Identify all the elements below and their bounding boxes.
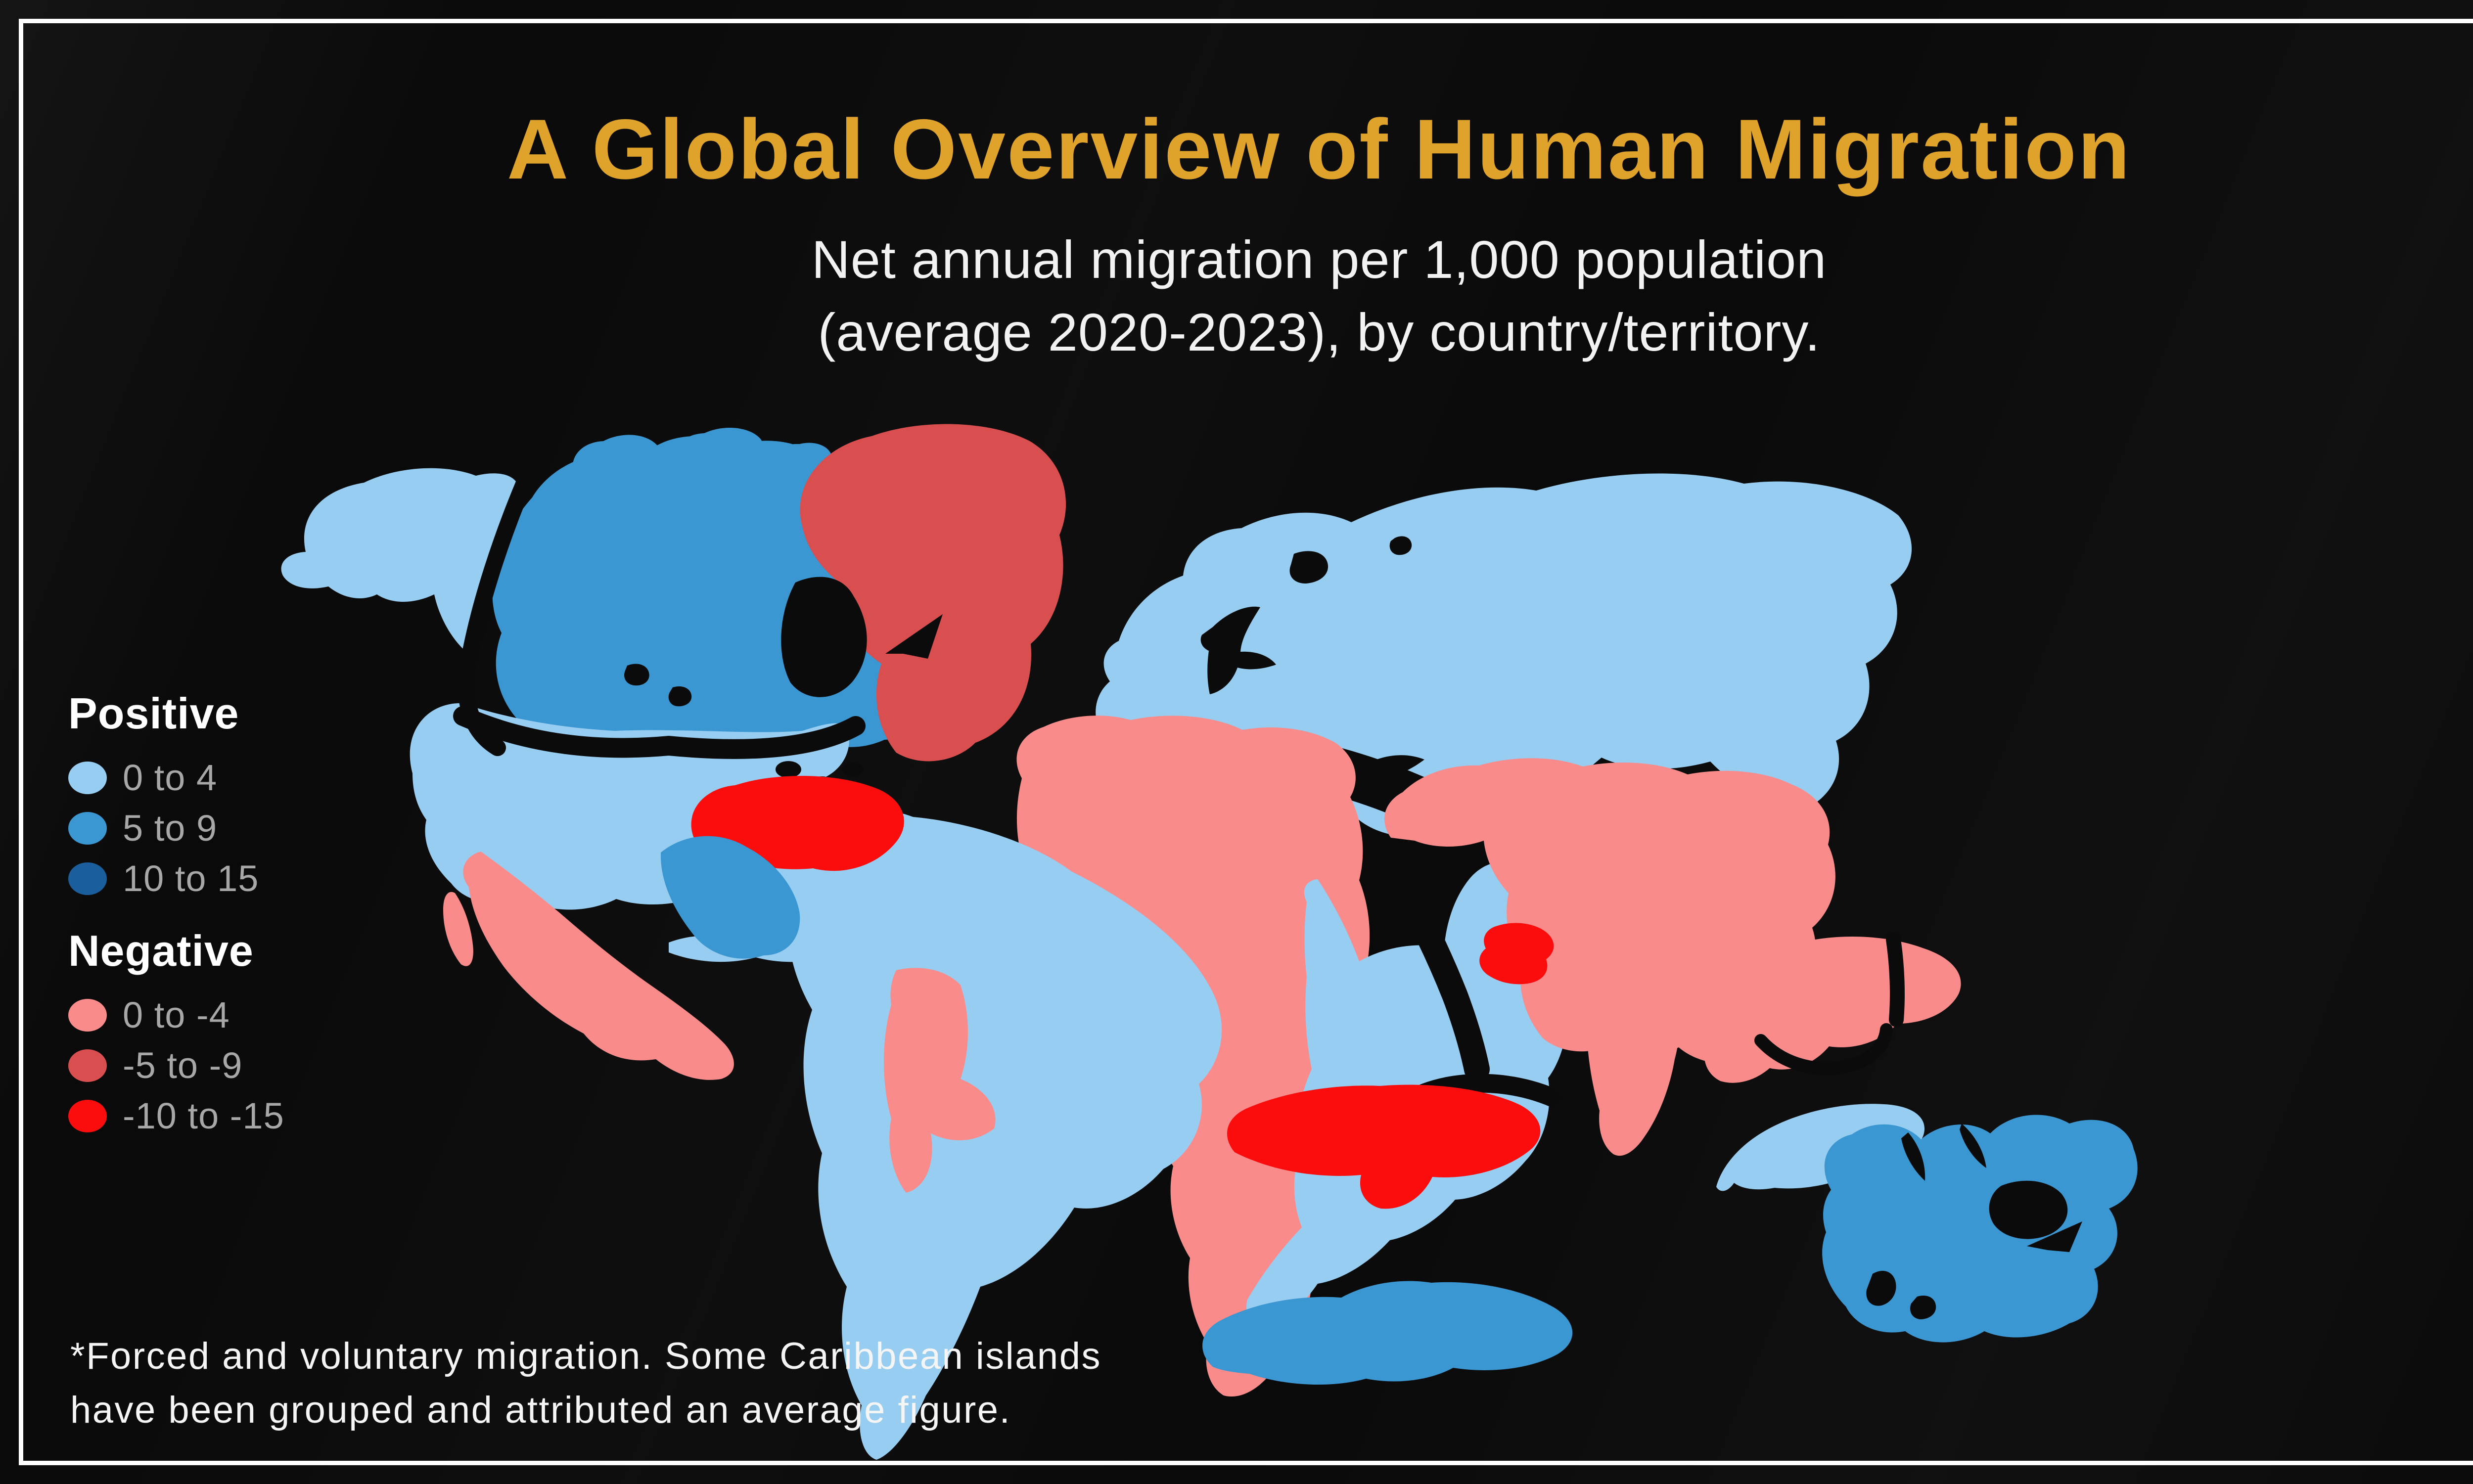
region-greenland <box>800 424 1066 762</box>
region-colombia <box>660 836 800 959</box>
legend-label-positive-3: 10 to 15 <box>123 858 259 899</box>
region-levant <box>1479 923 1554 985</box>
footnote-line-2: have been grouped and attributed an aver… <box>70 1389 1011 1432</box>
se-asia-strait-rod <box>1886 932 1905 1027</box>
legend-label-positive-2: 5 to 9 <box>123 808 218 849</box>
australia-gulf-cutins <box>1901 1124 1986 1181</box>
subtitle-line-1: Net annual migration per 1,000 populatio… <box>811 229 1827 289</box>
red-sea-stroke <box>1375 849 1490 1082</box>
region-india <box>1586 961 1680 1156</box>
australia-arrow-wedge <box>2027 1221 2082 1252</box>
legend-label-negative-3: -10 to -15 <box>123 1095 284 1136</box>
se-asia-strait-hook <box>1754 1023 1893 1075</box>
page-title: A Global Overview of Human Migration <box>506 102 2132 197</box>
legend-row-positive-1: 0 to 4 <box>68 760 284 796</box>
legend-label-negative-2: -5 to -9 <box>123 1045 243 1086</box>
region-arctic-islands <box>572 427 832 485</box>
baltic-sea-detail <box>1289 536 1427 802</box>
header: A Global Overview of Human Migration Net… <box>0 107 2473 369</box>
legend-label-positive-1: 0 to 4 <box>123 757 218 798</box>
legend-swatch-negative-1 <box>68 999 107 1032</box>
legend-negative-header: Negative <box>68 926 254 975</box>
region-alaska <box>281 468 520 649</box>
legend-swatch-positive-2 <box>68 812 107 845</box>
footnote-line-1: *Forced and voluntary migration. Some Ca… <box>70 1335 1101 1377</box>
baltic-shark-notch <box>1200 606 1276 694</box>
legend-swatch-positive-3 <box>68 862 107 895</box>
footnote: *Forced and voluntary migration. Some Ca… <box>70 1329 1101 1438</box>
legend-swatch-positive-1 <box>68 762 107 794</box>
page-border-frame <box>19 19 2473 1465</box>
legend-swatch-negative-2 <box>68 1049 107 1082</box>
hudson-bay-detail <box>781 577 867 697</box>
legend: Positive 0 to 4 5 to 9 10 to 15 Negative… <box>68 688 284 1148</box>
australia-inner-lakes <box>1866 1180 2068 1319</box>
region-southern-africa <box>1202 1281 1573 1385</box>
legend-row-negative-2: -5 to -9 <box>68 1047 284 1084</box>
legend-row-positive-3: 10 to 15 <box>68 860 284 897</box>
region-central-africa <box>1227 1084 1541 1209</box>
legend-swatch-negative-3 <box>68 1100 107 1132</box>
legend-row-negative-3: -10 to -15 <box>68 1098 284 1134</box>
region-mexico-central-america <box>443 852 734 1080</box>
region-southeast-asia <box>1699 931 1961 1083</box>
region-south-america-interior <box>884 968 996 1193</box>
region-australia-new-zealand <box>1822 1115 2138 1343</box>
legend-positive-header: Positive <box>68 689 239 738</box>
usa-canada-border-stroke <box>453 706 866 759</box>
page-subtitle: Net annual migration per 1,000 populatio… <box>0 224 2473 369</box>
legend-row-positive-2: 5 to 9 <box>68 810 284 847</box>
legend-label-negative-1: 0 to -4 <box>123 994 230 1035</box>
subtitle-line-2: (average 2020-2023), by country/territor… <box>818 302 1821 362</box>
legend-row-negative-1: 0 to -4 <box>68 997 284 1034</box>
